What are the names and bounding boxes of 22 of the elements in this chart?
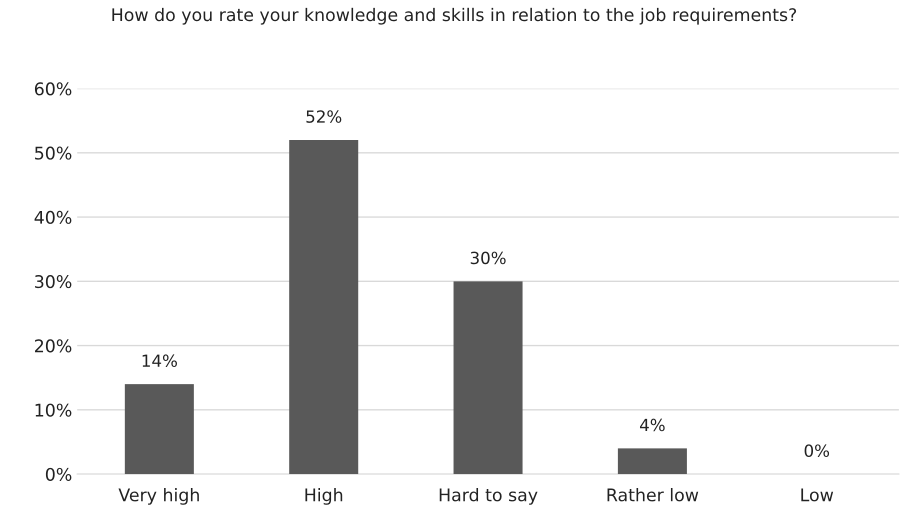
y-tick-label: 30% <box>35 275 72 288</box>
x-tick-label: Very high <box>118 488 199 505</box>
y-tick-label: 0% <box>46 468 72 481</box>
y-tick-label: 50% <box>35 146 72 160</box>
data-label: 14% <box>142 354 177 368</box>
data-label: 52% <box>306 110 342 123</box>
data-label: 30% <box>470 252 506 264</box>
y-tick-label: 60% <box>34 82 72 96</box>
data-label: 0% <box>804 444 830 457</box>
chart-title: How do you rate your knowledge and skills in relation to the job requirements? <box>112 8 796 25</box>
bar <box>454 281 523 474</box>
x-tick-label: High <box>305 488 342 505</box>
x-tick-label: Low <box>801 488 834 502</box>
x-tick-label: Hard to say <box>440 488 538 505</box>
bar <box>618 448 687 474</box>
bar <box>289 140 358 474</box>
data-label: 4% <box>640 418 665 432</box>
x-tick-label: Rather low <box>608 488 698 502</box>
bar <box>124 384 194 474</box>
y-tick-label: 40% <box>34 210 72 224</box>
y-tick-label: 10% <box>36 404 72 417</box>
y-tick-label: 20% <box>35 339 72 352</box>
